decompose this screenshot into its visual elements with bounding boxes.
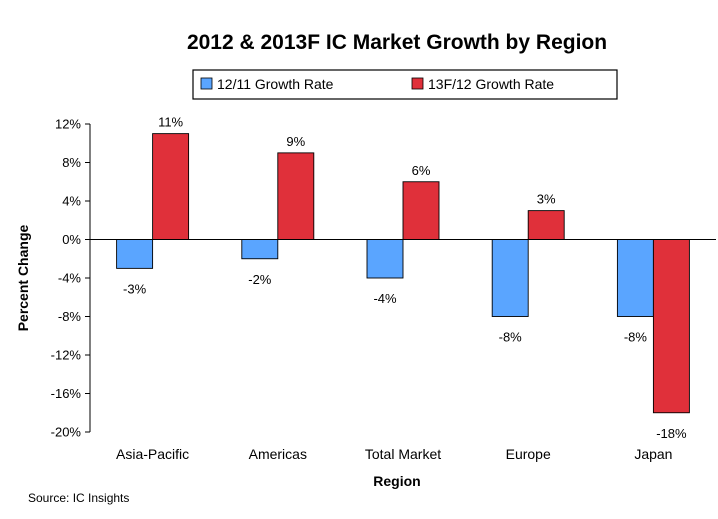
x-category-label: Japan [634,446,672,462]
data-label: -8% [499,330,523,345]
data-label: 3% [537,192,556,207]
legend-box [192,69,618,100]
y-tick-label: 12% [55,117,81,132]
x-axis-labels: Asia-Pacific Americas Total Market Europe Ja… [116,446,672,462]
x-category-label: Asia-Pacific [116,446,189,462]
data-label: -3% [123,281,147,296]
y-tick-label: 0% [62,232,81,247]
bar-12-11 [366,239,404,279]
data-labels: -3% 11% -2% 9% -4% 6% -8% 3% -8% -18% [123,115,687,441]
chart-title: 2012 & 2013F IC Market Growth by Region [187,31,607,54]
bar-12-11 [241,239,279,260]
legend-swatch-13f-12 [411,77,424,90]
source-note: Source: IC Insights [28,491,129,505]
bar-13f-12 [652,239,690,414]
y-tick-label: -4% [58,271,82,286]
y-tick-label: -20% [51,425,82,440]
x-category-label: Total Market [365,446,441,462]
x-axis-title: Region [373,473,420,489]
bar-12-11 [491,239,529,317]
data-label: -4% [373,291,397,306]
y-tick-label: -16% [51,386,82,401]
data-label: -8% [624,330,648,345]
data-label: 11% [158,115,183,130]
x-category-label: Europe [506,446,551,462]
y-tick-label: 8% [62,155,81,170]
data-label: -2% [248,272,272,287]
y-axis: 12% 8% 4% 0% -4% -8% -12% -16% -20% [51,117,91,440]
bar-13f-12 [402,181,440,240]
bar-12-11 [116,239,154,269]
bar-13f-12 [152,133,190,240]
legend: 12/11 Growth Rate 13F/12 Growth Rate [192,69,618,100]
bar-12-11 [616,239,654,317]
data-label: 6% [412,163,431,178]
bar-13f-12 [277,152,315,240]
y-tick-label: 4% [62,194,81,209]
data-label: 9% [286,134,305,149]
legend-label-12-11: 12/11 Growth Rate [217,76,334,92]
bars [90,133,716,414]
legend-swatch-12-11 [200,77,213,90]
legend-label-13f-12: 13F/12 Growth Rate [428,76,554,92]
data-label: -18% [656,426,687,441]
y-tick-label: -12% [51,348,82,363]
x-category-label: Americas [249,446,307,462]
y-tick-label: -8% [58,309,82,324]
y-axis-title: Percent Change [15,224,31,331]
bar-13f-12 [527,210,565,240]
